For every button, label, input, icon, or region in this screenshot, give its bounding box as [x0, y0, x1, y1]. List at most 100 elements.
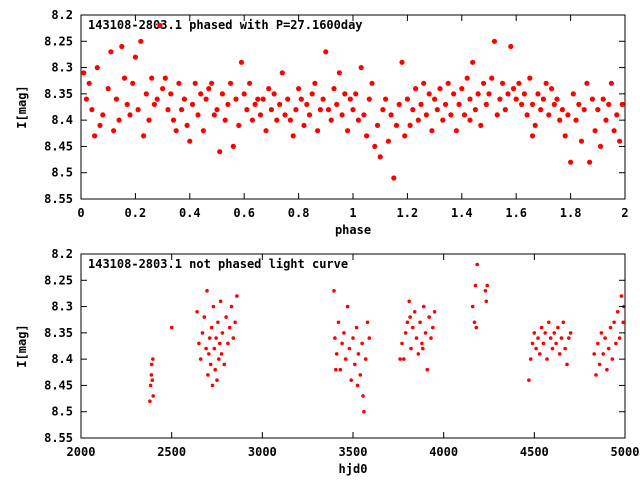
data-point [467, 96, 473, 102]
data-point [274, 117, 280, 123]
data-point [356, 352, 361, 356]
x-axis-label: hjd0 [339, 462, 368, 476]
data-point [584, 80, 590, 86]
data-point [535, 91, 541, 97]
data-point [556, 325, 560, 330]
data-point [121, 75, 128, 81]
data-point [81, 70, 87, 76]
data-point [565, 112, 571, 118]
data-point [149, 373, 154, 377]
data-point [475, 262, 480, 267]
data-point [554, 96, 560, 102]
data-point [347, 346, 352, 351]
data-point [263, 128, 269, 134]
data-point [233, 320, 237, 325]
data-point [97, 122, 103, 128]
data-point [235, 294, 239, 298]
data-point [615, 310, 620, 314]
data-point [366, 96, 372, 102]
data-point [597, 362, 602, 367]
data-point [380, 107, 386, 113]
y-tick-label: 8.5 [51, 166, 73, 180]
data-point [421, 304, 426, 309]
data-point [516, 80, 522, 86]
data-point [437, 86, 443, 92]
data-point [222, 362, 227, 367]
data-point [540, 96, 547, 102]
data-point [92, 133, 98, 139]
x-tick-label: 2 [621, 206, 628, 220]
data-point [212, 346, 217, 351]
data-point [333, 336, 337, 340]
data-point [411, 325, 415, 330]
data-point [317, 107, 323, 113]
data-point [527, 378, 531, 383]
data-point [473, 283, 478, 288]
data-point [405, 320, 410, 325]
data-point [453, 128, 459, 134]
data-point [486, 91, 492, 97]
data-point [485, 283, 490, 288]
data-point [244, 107, 250, 113]
data-point [557, 117, 563, 123]
data-point [189, 101, 196, 107]
data-point [472, 107, 478, 113]
y-tick-label: 8.3 [51, 61, 73, 75]
y-tick-label: 8.25 [44, 34, 73, 48]
data-point [124, 101, 130, 107]
data-point [483, 289, 488, 293]
data-point [398, 357, 402, 361]
data-point [606, 346, 611, 351]
data-point [169, 325, 174, 330]
x-axis-label: phase [335, 223, 371, 237]
data-point [227, 325, 232, 330]
data-point [595, 107, 601, 113]
y-tick-label: 8.4 [51, 352, 73, 366]
data-point [361, 394, 365, 398]
data-point [536, 336, 540, 340]
data-point [478, 122, 484, 128]
data-point [336, 70, 342, 76]
data-point [603, 117, 609, 123]
data-point [312, 80, 318, 86]
data-point [149, 75, 155, 81]
data-point [408, 315, 412, 319]
data-point [148, 399, 152, 404]
data-point [614, 112, 620, 118]
data-point [197, 341, 201, 346]
data-point [304, 101, 310, 107]
data-point [617, 138, 623, 144]
y-tick-label: 8.2 [51, 8, 73, 22]
data-point [429, 128, 435, 134]
data-point [527, 75, 533, 81]
data-point [608, 325, 613, 330]
data-point [372, 143, 378, 149]
data-point [364, 133, 370, 139]
tick-group: 0 0.2 0.4 0.6 0.8 1 1.2 1.4 1.6 1.8 2 8.2 8.25 8.3 8.3… [44, 8, 629, 220]
data-point [339, 112, 345, 118]
data-point [206, 373, 210, 377]
data-point [410, 107, 416, 113]
data-point [116, 117, 122, 123]
data-point [547, 320, 551, 325]
data-point [431, 325, 435, 330]
data-point [459, 86, 465, 92]
data-point [165, 107, 171, 113]
data-point [399, 59, 405, 65]
data-point [599, 331, 604, 335]
data-point [617, 336, 622, 340]
data-point [559, 336, 564, 340]
data-point [351, 336, 355, 340]
y-axis-label: I[mag] [15, 85, 29, 128]
x-tick-label: 2500 [157, 445, 186, 459]
x-tick-label: 5000 [611, 445, 640, 459]
data-point [132, 54, 138, 60]
data-point [277, 101, 283, 107]
data-point [528, 357, 533, 361]
data-point [173, 128, 179, 134]
data-point [360, 341, 364, 346]
data-point [216, 320, 220, 325]
data-point [524, 112, 530, 118]
data-point [475, 91, 481, 97]
